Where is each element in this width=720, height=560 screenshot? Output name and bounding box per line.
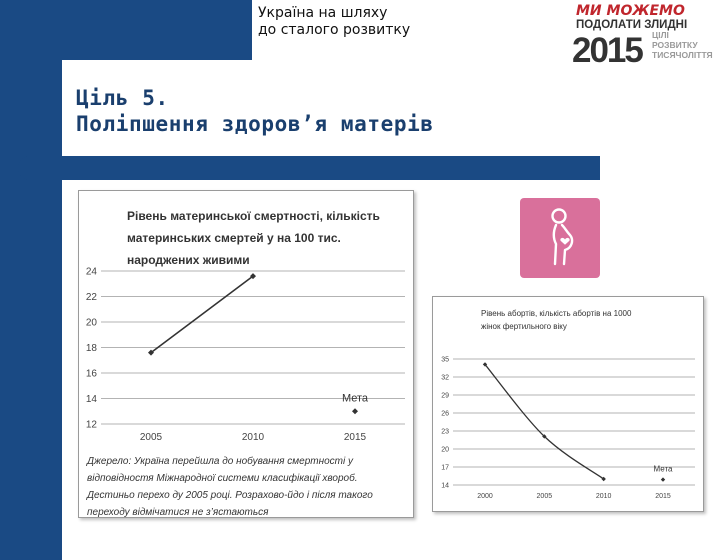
y-tick-label: 29 bbox=[441, 392, 449, 399]
y-tick-label: 12 bbox=[86, 420, 98, 431]
target-point bbox=[660, 477, 666, 482]
chart2-title: Рівень абортів, кількість абортів на 100… bbox=[481, 309, 632, 331]
data-point bbox=[148, 349, 154, 356]
slide-title-line1: Ціль 5. bbox=[76, 86, 169, 110]
target-label: Мета bbox=[654, 465, 674, 474]
chart1-plot: 12 14 16 18 20 22 24 2005 2010 2015 Мета bbox=[86, 267, 405, 443]
logo-year: 2015 bbox=[572, 31, 643, 64]
x-tick-label: 2010 bbox=[596, 493, 612, 500]
y-tick-label: 32 bbox=[441, 374, 449, 381]
maternal-mortality-chart: Рівень материнської смертності, кількіст… bbox=[78, 190, 414, 518]
x-tick-label: 2005 bbox=[537, 493, 553, 500]
org-caption-line2: до сталого розвитку bbox=[258, 22, 411, 38]
abortion-rate-chart: Рівень абортів, кількість абортів на 100… bbox=[432, 296, 704, 512]
mdg-logo: МИ МОЖЕМО ПОДОЛАТИ ЗЛИДНІ 2015 ЦІЛІ РОЗВ… bbox=[572, 3, 713, 64]
org-caption-line1: Україна на шляху bbox=[258, 5, 388, 21]
x-tick-label: 2015 bbox=[344, 432, 367, 443]
target-point bbox=[352, 408, 358, 415]
chart1-title: Рівень материнської смертності, кількіст… bbox=[127, 209, 380, 267]
chart1-source-note: Джерело: Україна перейшла до нобування с… bbox=[87, 456, 373, 518]
pregnant-woman-icon bbox=[551, 208, 574, 266]
logo-sub3: ТИСЯЧОЛІТТЯ bbox=[652, 50, 713, 60]
org-caption: Україна на шляху до сталого розвитку bbox=[258, 5, 410, 39]
y-tick-label: 24 bbox=[86, 267, 98, 278]
logo-sub1: ЦІЛІ bbox=[652, 30, 669, 40]
x-tick-label: 2015 bbox=[655, 493, 671, 500]
y-tick-label: 14 bbox=[86, 394, 98, 405]
title-underline-bar bbox=[18, 156, 600, 180]
data-point bbox=[482, 362, 488, 367]
chart2-plot: 14 17 20 23 26 29 32 35 2000 2005 2010 2015 Мета bbox=[441, 356, 695, 500]
y-tick-label: 23 bbox=[441, 428, 449, 435]
y-tick-label: 18 bbox=[86, 343, 98, 354]
x-tick-label: 2005 bbox=[140, 432, 163, 443]
logo-line2: ПОДОЛАТИ ЗЛИДНІ bbox=[576, 19, 687, 31]
logo-sub2: РОЗВИТКУ bbox=[652, 40, 698, 50]
logo-line1: МИ МОЖЕМО bbox=[576, 3, 685, 19]
y-tick-label: 20 bbox=[441, 446, 449, 453]
y-tick-label: 17 bbox=[441, 464, 449, 471]
maternal-health-icon-tile bbox=[520, 198, 600, 278]
y-tick-label: 16 bbox=[86, 369, 98, 380]
x-tick-label: 2010 bbox=[242, 432, 265, 443]
series-line bbox=[484, 363, 605, 480]
slide-title: Ціль 5. Поліпшення здоров’я матерів bbox=[76, 85, 434, 137]
slide-title-line2: Поліпшення здоров’я матерів bbox=[76, 112, 434, 136]
y-tick-label: 14 bbox=[441, 482, 449, 489]
y-tick-label: 22 bbox=[86, 292, 98, 303]
data-point bbox=[250, 273, 256, 280]
y-tick-label: 20 bbox=[86, 318, 98, 329]
series-line bbox=[150, 275, 254, 354]
target-label: Мета bbox=[342, 392, 369, 404]
y-tick-label: 26 bbox=[441, 410, 449, 417]
side-band bbox=[0, 60, 62, 560]
header-band bbox=[0, 0, 252, 60]
y-tick-label: 35 bbox=[441, 356, 449, 363]
x-tick-label: 2000 bbox=[477, 493, 493, 500]
